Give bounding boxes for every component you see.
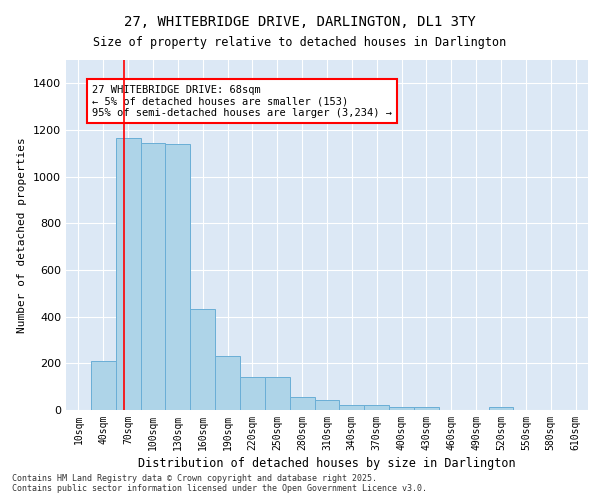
Bar — [314, 400, 340, 410]
Bar — [340, 406, 364, 410]
Bar — [290, 396, 314, 410]
Bar — [364, 406, 389, 410]
Text: 27 WHITEBRIDGE DRIVE: 68sqm
← 5% of detached houses are smaller (153)
95% of sem: 27 WHITEBRIDGE DRIVE: 68sqm ← 5% of deta… — [92, 84, 392, 117]
Bar — [116, 138, 140, 410]
Text: Contains public sector information licensed under the Open Government Licence v3: Contains public sector information licen… — [12, 484, 427, 493]
Bar — [488, 407, 514, 410]
Bar — [91, 361, 116, 410]
Y-axis label: Number of detached properties: Number of detached properties — [17, 137, 28, 333]
Bar — [389, 407, 414, 410]
Bar — [190, 308, 215, 410]
Bar — [240, 376, 265, 410]
Bar — [140, 143, 166, 410]
Bar — [166, 144, 190, 410]
Bar — [414, 407, 439, 410]
Text: Contains HM Land Registry data © Crown copyright and database right 2025.: Contains HM Land Registry data © Crown c… — [12, 474, 377, 483]
X-axis label: Distribution of detached houses by size in Darlington: Distribution of detached houses by size … — [138, 457, 516, 470]
Text: Size of property relative to detached houses in Darlington: Size of property relative to detached ho… — [94, 36, 506, 49]
Bar — [215, 356, 240, 410]
Bar — [265, 377, 290, 410]
Text: 27, WHITEBRIDGE DRIVE, DARLINGTON, DL1 3TY: 27, WHITEBRIDGE DRIVE, DARLINGTON, DL1 3… — [124, 16, 476, 30]
